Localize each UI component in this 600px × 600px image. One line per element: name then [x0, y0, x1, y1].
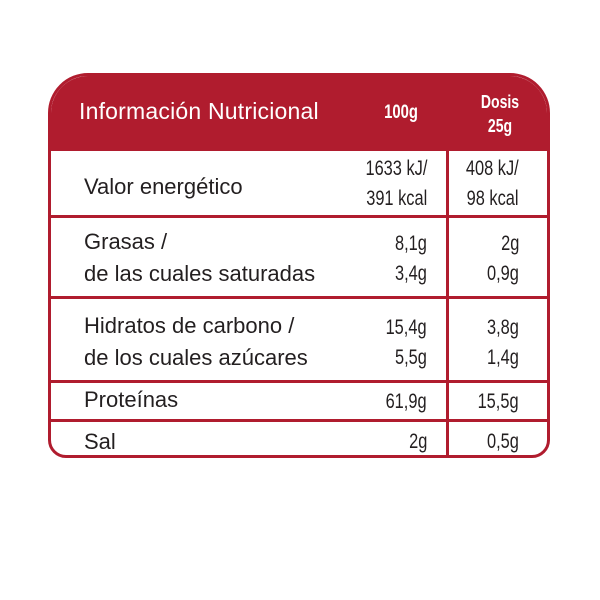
nutrient-sublabel: de los cuales azúcares [84, 345, 308, 370]
nutrient-label: Proteínas [84, 387, 179, 412]
value-dose: 15,5g [478, 390, 519, 413]
value-100g: 1633 kJ/ [365, 157, 427, 180]
column-header-100g: 100g [384, 102, 418, 123]
value-100g: 15,4g [386, 316, 427, 339]
nutrient-label: Grasas / [84, 229, 168, 254]
value-100g: 391 kcal [365, 187, 427, 210]
value-100g: 5,5g [395, 346, 427, 369]
nutrition-facts-table: Información Nutricional 100g Dosis 25g V… [48, 73, 550, 458]
value-dose: 2g [500, 232, 519, 255]
row-divider [51, 215, 547, 218]
value-dose: 98 kcal [467, 187, 519, 210]
table-title: Información Nutricional [79, 98, 319, 124]
value-100g: 61,9g [386, 390, 427, 413]
row-divider [51, 419, 547, 422]
column-divider-1 [446, 151, 449, 455]
value-dose: 0,5g [487, 430, 519, 453]
column-header-dose-line2: 25g [487, 116, 513, 136]
value-dose: 408 kJ/ [466, 157, 519, 180]
nutrient-label: Sal [84, 429, 116, 454]
column-header-dose: Dosis 25g [460, 90, 540, 138]
nutrient-sublabel: de las cuales saturadas [84, 261, 316, 286]
value-dose: 3,8g [487, 316, 519, 339]
row-divider [51, 296, 547, 299]
table-header: Información Nutricional 100g Dosis 25g [51, 76, 547, 151]
nutrient-label: Hidratos de carbono / [84, 313, 295, 338]
value-100g: 3,4g [395, 262, 427, 285]
nutrient-label: Valor energético [84, 174, 243, 199]
column-header-dose-line1: Dosis [480, 92, 520, 112]
row-divider [51, 380, 547, 383]
value-100g: 8,1g [395, 232, 427, 255]
value-dose: 0,9g [487, 262, 519, 285]
value-dose: 1,4g [487, 346, 519, 369]
value-100g: 2g [408, 430, 427, 453]
